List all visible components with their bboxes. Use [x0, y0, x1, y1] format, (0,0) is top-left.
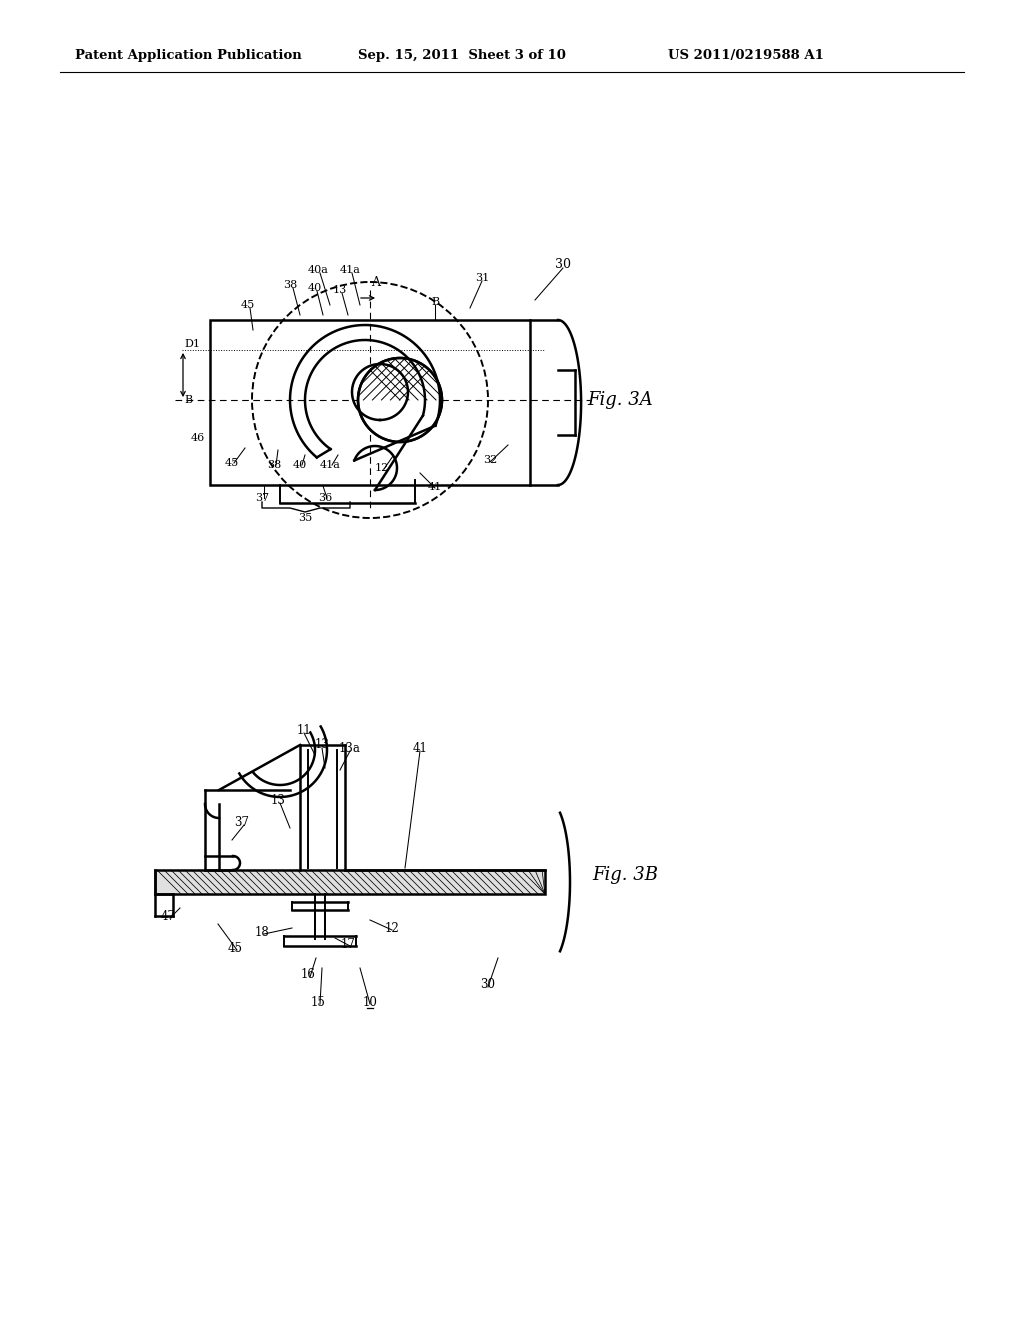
- Text: 16: 16: [301, 969, 315, 982]
- Text: B: B: [184, 395, 193, 405]
- Text: 15: 15: [310, 995, 326, 1008]
- Text: 41a: 41a: [340, 265, 360, 275]
- Text: 46: 46: [190, 433, 205, 444]
- Circle shape: [358, 358, 442, 442]
- Text: 38: 38: [283, 280, 297, 290]
- Text: 12: 12: [385, 921, 399, 935]
- Bar: [210, 319, 530, 484]
- Text: 17: 17: [341, 937, 355, 950]
- Text: 13: 13: [270, 793, 286, 807]
- Text: 32: 32: [483, 455, 497, 465]
- Text: 47: 47: [161, 909, 175, 923]
- Text: 38: 38: [267, 459, 282, 470]
- Text: 41: 41: [413, 742, 427, 755]
- Text: 10: 10: [362, 995, 378, 1008]
- Text: 36: 36: [317, 492, 332, 503]
- Text: 45: 45: [227, 941, 243, 954]
- Text: US 2011/0219588 A1: US 2011/0219588 A1: [668, 49, 824, 62]
- Text: 12: 12: [375, 463, 389, 473]
- Text: 45: 45: [225, 458, 240, 469]
- Text: 37: 37: [234, 816, 250, 829]
- Text: 13: 13: [333, 285, 347, 294]
- Text: 40: 40: [293, 459, 307, 470]
- Text: 30: 30: [555, 259, 571, 272]
- Bar: [155, 870, 545, 894]
- Text: 30: 30: [480, 978, 496, 991]
- Text: 13a: 13a: [339, 742, 360, 755]
- Text: 41a: 41a: [319, 459, 340, 470]
- Text: 13: 13: [314, 738, 330, 751]
- Text: 11: 11: [297, 723, 311, 737]
- Text: 31: 31: [475, 273, 489, 282]
- Text: 41: 41: [428, 482, 442, 492]
- Text: 40: 40: [308, 282, 323, 293]
- Text: 18: 18: [255, 925, 269, 939]
- Text: Fig. 3B: Fig. 3B: [592, 866, 658, 884]
- Text: Sep. 15, 2011  Sheet 3 of 10: Sep. 15, 2011 Sheet 3 of 10: [358, 49, 566, 62]
- Text: 37: 37: [255, 492, 269, 503]
- Text: Fig. 3A: Fig. 3A: [587, 391, 653, 409]
- Text: 40a: 40a: [307, 265, 329, 275]
- Text: 35: 35: [298, 513, 312, 523]
- Text: A: A: [372, 276, 381, 289]
- Text: 45: 45: [241, 300, 255, 310]
- Text: D1: D1: [184, 339, 200, 348]
- Text: Patent Application Publication: Patent Application Publication: [75, 49, 302, 62]
- Text: B: B: [431, 297, 439, 308]
